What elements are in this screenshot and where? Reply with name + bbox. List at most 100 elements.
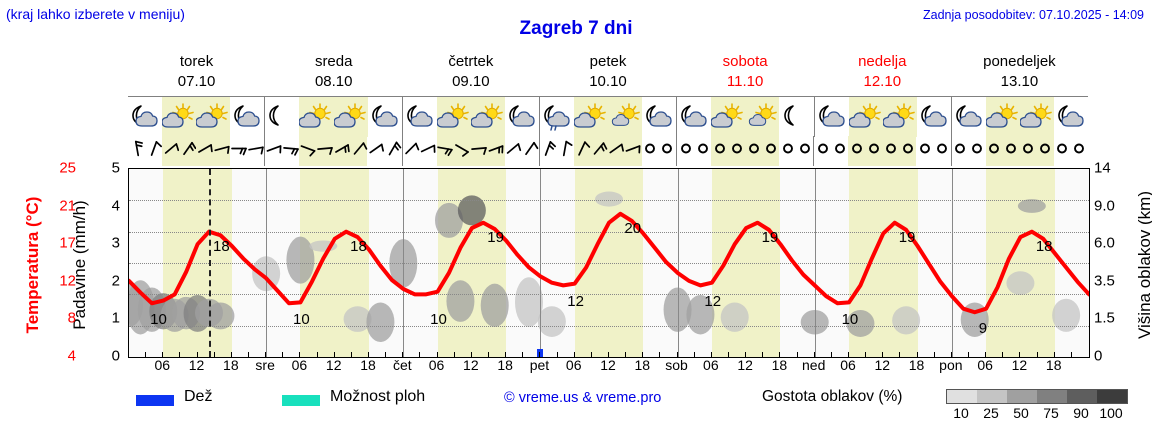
wind-cell bbox=[813, 136, 831, 166]
wind-barb-icon bbox=[315, 139, 335, 164]
hour-tick bbox=[848, 352, 849, 357]
moon-cloud-icon bbox=[505, 103, 539, 131]
temperature-value-label: 18 bbox=[213, 237, 230, 255]
cloud-blob bbox=[286, 236, 315, 284]
day-date: 10.10 bbox=[589, 73, 627, 90]
cloud-density-step-label: 50 bbox=[1013, 405, 1029, 421]
wind-barb-icon bbox=[212, 139, 232, 164]
hour-tick bbox=[642, 352, 644, 357]
hour-tick bbox=[145, 352, 147, 357]
wind-barb-icon bbox=[298, 139, 318, 164]
hour-tick bbox=[762, 352, 764, 357]
wind-cell bbox=[933, 136, 950, 166]
cloud-blob bbox=[515, 277, 543, 327]
moon-cloud-icon bbox=[368, 103, 402, 131]
temperature-value-label: 10 bbox=[841, 311, 859, 329]
wind-cell bbox=[796, 136, 813, 166]
wind-cell bbox=[264, 136, 282, 166]
cloud-blob bbox=[366, 302, 395, 342]
temperature-value-label: 10 bbox=[293, 311, 310, 329]
temperature-tick-label: 17 bbox=[59, 234, 76, 252]
cloud-density-legend-title: Gostota oblakov (%) bbox=[762, 388, 903, 405]
wind-calm-icon bbox=[693, 139, 713, 164]
weather-icon-cell bbox=[1019, 97, 1055, 137]
horizontal-gridline bbox=[129, 231, 1089, 233]
wind-calm-icon bbox=[795, 139, 815, 164]
hour-tick bbox=[368, 352, 369, 357]
wind-calm-icon bbox=[778, 139, 798, 164]
hour-tick bbox=[299, 352, 301, 357]
cloud-density-step-label: 75 bbox=[1043, 405, 1059, 421]
day-separator bbox=[814, 169, 816, 357]
cloud-blob bbox=[595, 191, 623, 207]
wind-calm-icon bbox=[710, 139, 730, 164]
hour-label: 18 bbox=[223, 357, 239, 373]
wind-barb-icon bbox=[195, 139, 215, 164]
day-date: 11.10 bbox=[726, 73, 764, 90]
moon-cloud-icon bbox=[403, 103, 437, 131]
wind-barb-icon bbox=[178, 139, 198, 164]
day-header-sreda: sreda 08.10 bbox=[265, 52, 402, 94]
cloud-blob bbox=[1052, 298, 1081, 332]
wind-cell bbox=[1054, 136, 1071, 166]
wind-barb-icon bbox=[555, 139, 575, 164]
sun-cloud-icon bbox=[573, 103, 608, 131]
hour-tick bbox=[865, 352, 867, 357]
hour-label: 18 bbox=[908, 357, 925, 373]
wind-cell bbox=[848, 136, 866, 166]
sun-cloud-icon bbox=[882, 103, 917, 131]
weather-icon-cell bbox=[813, 97, 849, 137]
hour-tick bbox=[950, 352, 952, 357]
cloud-blob bbox=[537, 306, 566, 337]
weather-icon-cell bbox=[676, 97, 712, 137]
weather-icon-cell bbox=[1054, 97, 1089, 137]
wind-cell bbox=[745, 136, 763, 166]
wind-cell bbox=[727, 136, 747, 166]
weather-icon-cell bbox=[710, 97, 746, 137]
wind-cell bbox=[128, 136, 145, 166]
copyright-text[interactable]: © vreme.us & vreme.pro bbox=[504, 390, 662, 406]
cloud-height-tick-label: 9.0 bbox=[1094, 197, 1115, 215]
sun-cloud-icon bbox=[161, 103, 196, 131]
wind-barb-icon bbox=[161, 139, 181, 164]
day-separator bbox=[266, 169, 268, 357]
temperature-tick-label: 12 bbox=[59, 272, 76, 290]
wind-barb-icon bbox=[349, 139, 369, 164]
wind-barb-row bbox=[128, 136, 1088, 166]
weather-icon-cell bbox=[332, 97, 368, 137]
wind-calm-icon bbox=[727, 139, 747, 164]
day-separator bbox=[677, 169, 679, 357]
wind-cell bbox=[1035, 136, 1055, 166]
hour-tick bbox=[882, 352, 884, 357]
wind-cell bbox=[469, 136, 489, 166]
wind-calm-icon bbox=[1035, 139, 1055, 164]
weather-icon-cell bbox=[745, 97, 780, 137]
hour-tick bbox=[728, 352, 729, 357]
hour-tick bbox=[676, 352, 678, 357]
wind-barb-icon bbox=[469, 139, 489, 164]
cloud-height-axis-ticks: 14 9.0 6.0 3.5 1.5 0 bbox=[1094, 160, 1138, 365]
hour-label: 12 bbox=[463, 357, 479, 373]
weather-icon-cell bbox=[642, 97, 677, 137]
precipitation-axis-ticks: 5 4 3 2 1 0 bbox=[104, 160, 120, 365]
hour-label: sob bbox=[665, 357, 688, 373]
day-date: 12.10 bbox=[863, 73, 902, 90]
moon-cloud-icon bbox=[677, 103, 711, 131]
hour-tick bbox=[539, 352, 541, 357]
wind-calm-icon bbox=[657, 139, 677, 164]
day-name: sreda bbox=[314, 53, 353, 70]
wind-cell bbox=[145, 136, 162, 166]
rain-legend-swatch bbox=[136, 395, 174, 406]
wind-cell bbox=[761, 136, 781, 166]
hour-tick bbox=[813, 352, 815, 357]
wind-calm-icon bbox=[761, 139, 781, 164]
hour-tick bbox=[505, 352, 507, 357]
hour-tick bbox=[608, 352, 609, 357]
moon-icon bbox=[780, 103, 814, 131]
hour-tick bbox=[419, 352, 421, 357]
hour-label: sre bbox=[255, 357, 275, 373]
precipitation-tick-label: 4 bbox=[111, 197, 120, 215]
weather-icon-cell bbox=[950, 97, 986, 137]
sun-cloud-icon bbox=[298, 103, 333, 131]
cloud-density-gradient-bar bbox=[946, 389, 1128, 404]
